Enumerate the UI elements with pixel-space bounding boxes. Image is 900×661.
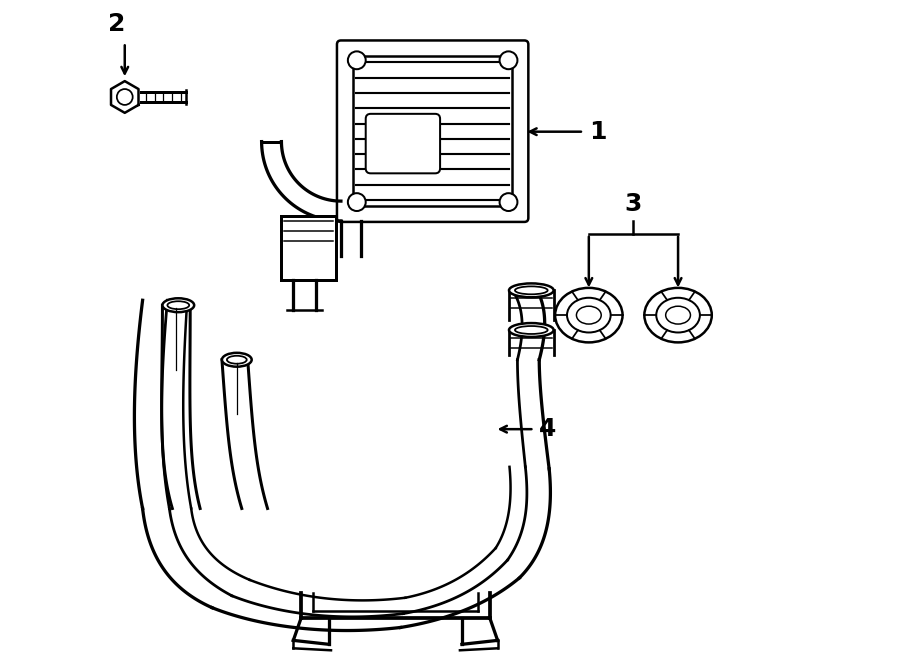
Circle shape (348, 193, 365, 211)
Ellipse shape (567, 297, 610, 332)
Text: 1: 1 (589, 120, 607, 143)
Polygon shape (111, 81, 139, 113)
Ellipse shape (555, 288, 623, 342)
FancyBboxPatch shape (337, 40, 528, 222)
Text: 2: 2 (108, 11, 125, 36)
Ellipse shape (656, 297, 700, 332)
Text: 3: 3 (625, 192, 642, 216)
Ellipse shape (644, 288, 712, 342)
Circle shape (117, 89, 132, 105)
Ellipse shape (222, 353, 252, 367)
Ellipse shape (666, 306, 690, 324)
Ellipse shape (509, 284, 554, 297)
FancyBboxPatch shape (365, 114, 440, 173)
Ellipse shape (162, 298, 194, 312)
Ellipse shape (515, 326, 548, 334)
Ellipse shape (515, 286, 548, 294)
Circle shape (500, 193, 518, 211)
Ellipse shape (227, 356, 247, 364)
Ellipse shape (167, 301, 189, 309)
Bar (353, 56, 512, 206)
Ellipse shape (576, 306, 601, 324)
Bar (282, 216, 336, 280)
Ellipse shape (509, 323, 554, 337)
Text: 4: 4 (539, 417, 556, 441)
Circle shape (348, 52, 365, 69)
Circle shape (500, 52, 518, 69)
